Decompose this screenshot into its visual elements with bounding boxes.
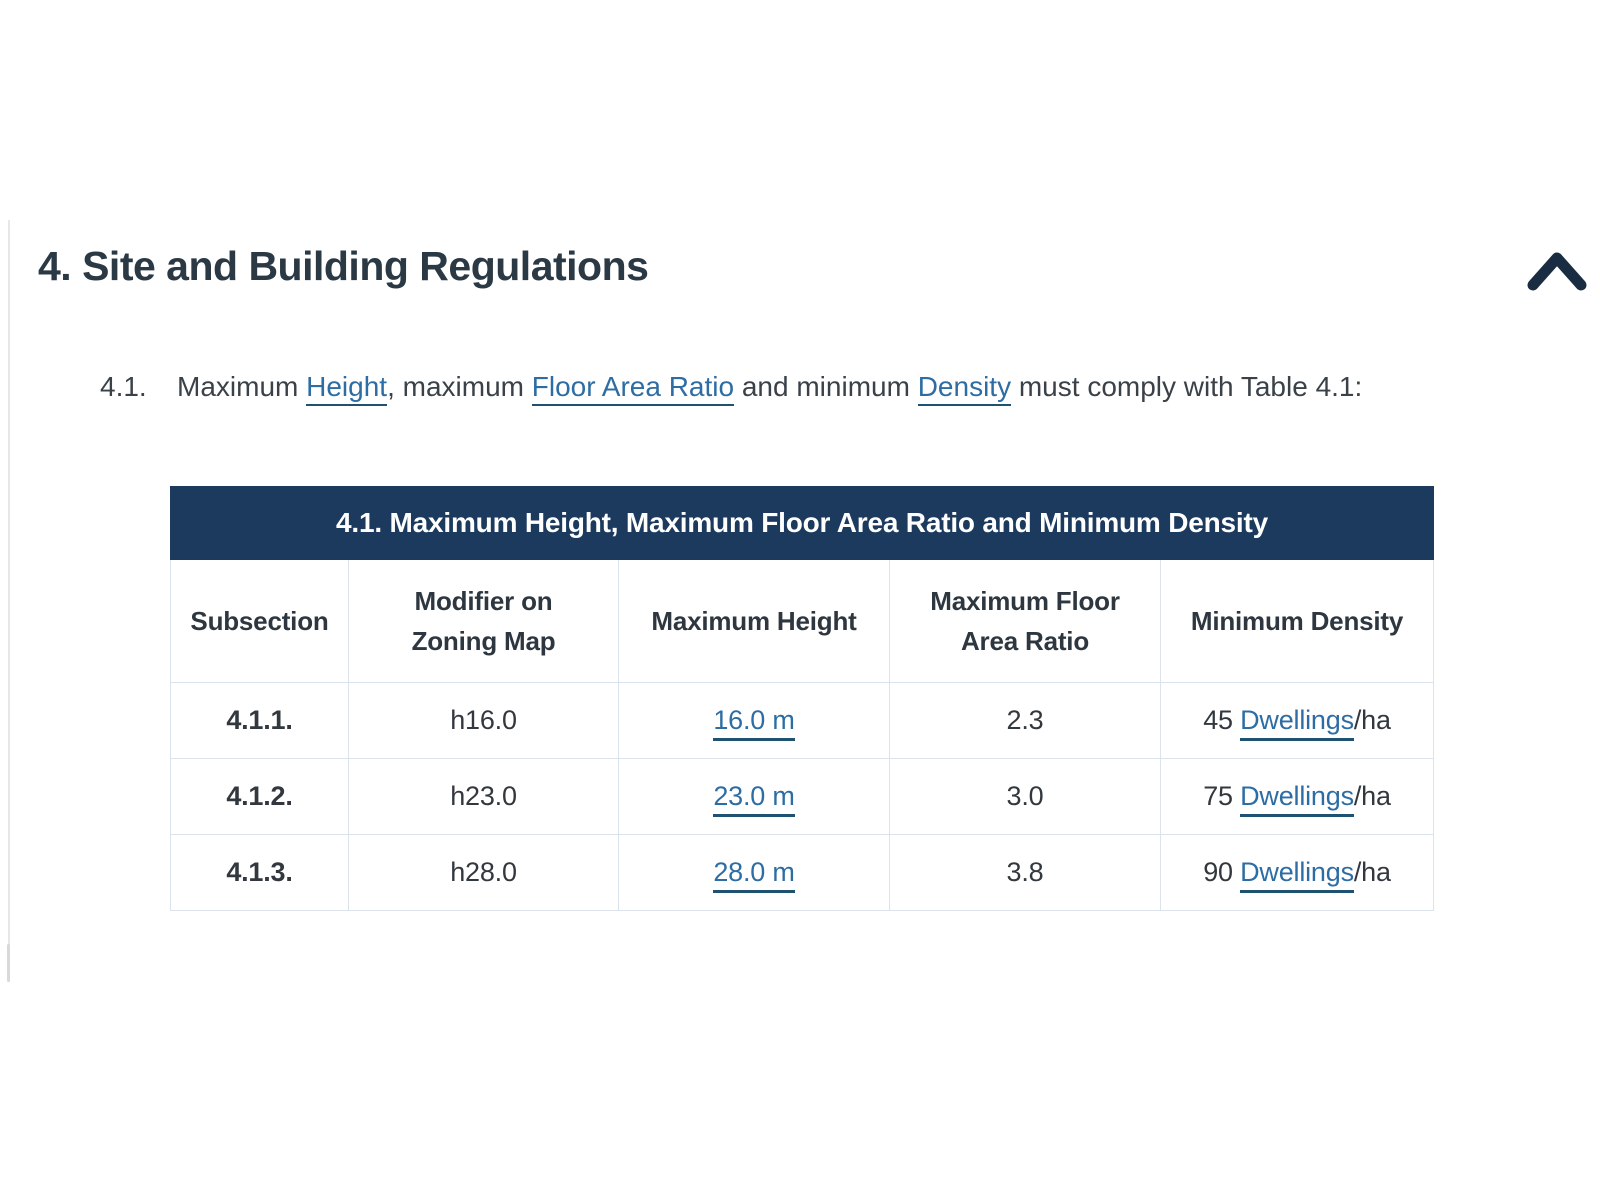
regulation-table: 4.1. Maximum Height, Maximum Floor Area … xyxy=(169,486,1435,911)
column-header-max-far: Maximum Floor Area Ratio xyxy=(889,559,1161,683)
column-header-label: Minimum Density xyxy=(1190,605,1404,636)
clause-number: 4.1. xyxy=(100,371,147,402)
cell-min-density: 75 Dwellings/ha xyxy=(1159,758,1435,835)
table-row: 4.1.1. h16.0 16.0 m 2.3 45 Dwellings/ha xyxy=(170,682,1435,759)
link-density[interactable]: Density xyxy=(917,371,1012,406)
cell-subsection: 4.1.2. xyxy=(170,758,349,835)
column-header-max-height: Maximum Height xyxy=(618,559,890,683)
cell-modifier: h28.0 xyxy=(348,834,619,911)
density-unit: /ha xyxy=(1353,705,1391,735)
density-unit: /ha xyxy=(1353,857,1391,887)
link-floor-area-ratio[interactable]: Floor Area Ratio xyxy=(531,371,735,406)
cell-modifier: h23.0 xyxy=(348,758,619,835)
link-height[interactable]: Height xyxy=(306,371,388,406)
cell-max-height: 28.0 m xyxy=(618,834,890,911)
clause-text: Maximum xyxy=(177,371,307,402)
table-title-row: 4.1. Maximum Height, Maximum Floor Area … xyxy=(169,486,1435,560)
table-header-row: Subsection Modifier on Zoning Map Maximu… xyxy=(170,559,1435,683)
scrollbar-thumb[interactable] xyxy=(7,944,10,982)
cell-min-density: 45 Dwellings/ha xyxy=(1159,682,1435,759)
link-dwellings[interactable]: Dwellings xyxy=(1240,705,1354,741)
column-header-label: Maximum Floor Area Ratio xyxy=(930,585,1120,656)
clause-text: , maximum xyxy=(387,371,532,402)
column-header-label: Maximum Height xyxy=(651,605,857,636)
density-value: 45 xyxy=(1203,705,1241,735)
table-row: 4.1.3. h28.0 28.0 m 3.8 90 Dwellings/ha xyxy=(170,834,1435,911)
cell-max-height: 16.0 m xyxy=(618,682,890,759)
link-max-height[interactable]: 23.0 m xyxy=(713,781,795,817)
table-title: 4.1. Maximum Height, Maximum Floor Area … xyxy=(169,486,1435,560)
column-header-label: Subsection xyxy=(190,605,329,636)
cell-max-far: 3.8 xyxy=(889,834,1161,911)
link-max-height[interactable]: 16.0 m xyxy=(713,705,795,741)
density-value: 90 xyxy=(1203,857,1241,887)
left-pane-edge xyxy=(8,220,10,982)
cell-subsection: 4.1.1. xyxy=(170,682,349,759)
clause-text: must comply with Table 4.1: xyxy=(1011,371,1363,402)
link-max-height[interactable]: 28.0 m xyxy=(713,857,795,893)
cell-max-far: 2.3 xyxy=(889,682,1161,759)
cell-modifier: h16.0 xyxy=(348,682,619,759)
clause-4-1: 4.1. Maximum Height, maximum Floor Area R… xyxy=(100,369,1363,406)
cell-max-far: 3.0 xyxy=(889,758,1161,835)
cell-max-height: 23.0 m xyxy=(618,758,890,835)
column-header-min-density: Minimum Density xyxy=(1159,559,1435,683)
column-header-label: Modifier on Zoning Map xyxy=(411,585,556,656)
cell-subsection: 4.1.3. xyxy=(170,834,349,911)
density-unit: /ha xyxy=(1353,781,1391,811)
column-header-subsection: Subsection xyxy=(170,559,349,683)
link-dwellings[interactable]: Dwellings xyxy=(1240,857,1354,893)
cell-min-density: 90 Dwellings/ha xyxy=(1159,834,1435,911)
density-value: 75 xyxy=(1203,781,1241,811)
chevron-up-icon xyxy=(1527,252,1587,291)
column-header-modifier: Modifier on Zoning Map xyxy=(348,559,619,683)
back-to-top-button[interactable] xyxy=(1524,246,1590,298)
clause-text: and minimum xyxy=(734,371,918,402)
table-row: 4.1.2. h23.0 23.0 m 3.0 75 Dwellings/ha xyxy=(170,758,1435,835)
link-dwellings[interactable]: Dwellings xyxy=(1240,781,1354,817)
section-heading: 4. Site and Building Regulations xyxy=(38,243,649,289)
